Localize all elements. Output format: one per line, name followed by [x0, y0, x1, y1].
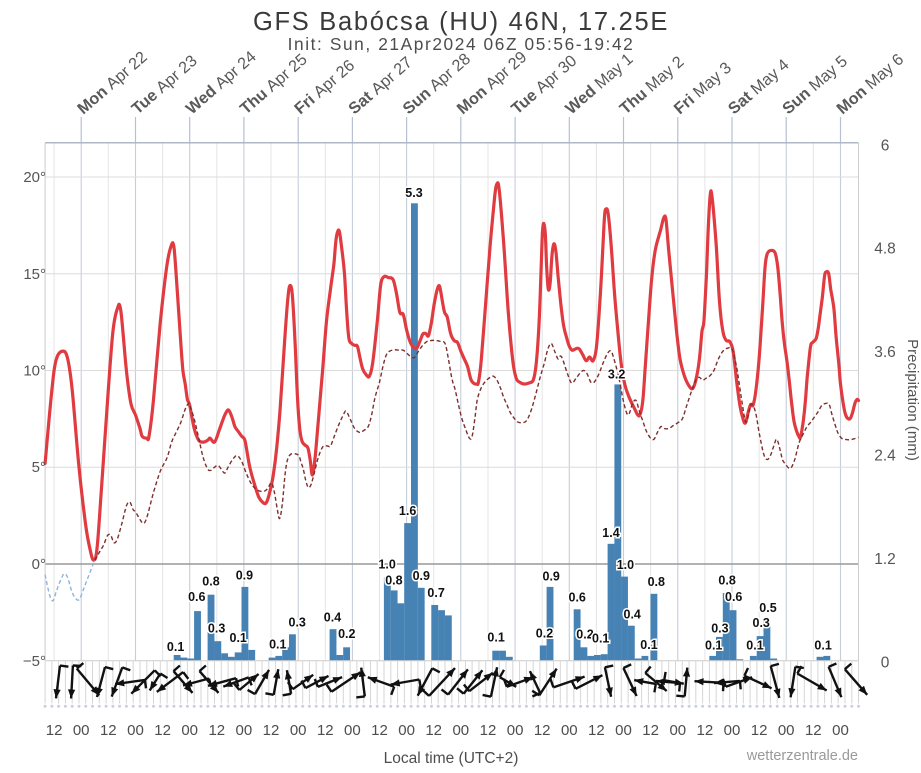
- svg-text:0.1: 0.1: [269, 637, 286, 651]
- svg-text:2.4: 2.4: [874, 448, 896, 465]
- svg-text:0.3: 0.3: [711, 622, 728, 636]
- svg-text:0.9: 0.9: [543, 569, 560, 583]
- svg-text:0.2: 0.2: [536, 626, 553, 640]
- svg-text:0.8: 0.8: [385, 574, 402, 588]
- svg-text:Precipitation (mm): Precipitation (mm): [904, 339, 921, 461]
- svg-text:3.2: 3.2: [608, 367, 625, 381]
- svg-text:5.3: 5.3: [405, 186, 422, 200]
- svg-text:GFS Babócsa (HU) 46N, 17.25E: GFS Babócsa (HU) 46N, 17.25E: [253, 8, 669, 36]
- svg-text:12: 12: [480, 722, 497, 739]
- svg-text:0.1: 0.1: [230, 631, 247, 645]
- svg-text:12: 12: [371, 722, 388, 739]
- svg-text:12: 12: [805, 722, 822, 739]
- svg-text:0.5: 0.5: [759, 601, 776, 615]
- svg-text:00: 00: [127, 722, 144, 739]
- svg-text:0.9: 0.9: [236, 569, 253, 583]
- svg-text:0.4: 0.4: [624, 607, 641, 621]
- svg-text:0°: 0°: [32, 556, 46, 573]
- svg-text:0.8: 0.8: [718, 573, 735, 587]
- svg-text:20°: 20°: [23, 169, 46, 186]
- svg-text:00: 00: [507, 722, 524, 739]
- svg-text:00: 00: [615, 722, 632, 739]
- svg-text:12: 12: [317, 722, 334, 739]
- svg-text:0.1: 0.1: [814, 639, 831, 653]
- svg-text:00: 00: [73, 722, 90, 739]
- svg-text:12: 12: [208, 722, 225, 739]
- svg-text:0.8: 0.8: [202, 575, 219, 589]
- svg-text:0.6: 0.6: [188, 590, 205, 604]
- svg-text:0.2: 0.2: [338, 627, 355, 641]
- svg-text:−5°: −5°: [23, 653, 46, 670]
- svg-text:0.1: 0.1: [640, 638, 657, 652]
- svg-text:1.6: 1.6: [399, 504, 416, 518]
- svg-text:1.0: 1.0: [378, 558, 395, 572]
- svg-text:0.3: 0.3: [289, 615, 306, 629]
- svg-text:12: 12: [263, 722, 280, 739]
- svg-text:0.9: 0.9: [413, 569, 430, 583]
- svg-text:00: 00: [344, 722, 361, 739]
- svg-text:00: 00: [561, 722, 578, 739]
- svg-text:0.6: 0.6: [725, 590, 742, 604]
- svg-text:1.2: 1.2: [874, 551, 896, 568]
- svg-text:12: 12: [425, 722, 442, 739]
- svg-text:00: 00: [290, 722, 307, 739]
- svg-text:00: 00: [452, 722, 469, 739]
- svg-text:4.8: 4.8: [874, 241, 896, 258]
- svg-text:10°: 10°: [23, 363, 46, 380]
- svg-text:00: 00: [724, 722, 741, 739]
- svg-text:0.3: 0.3: [208, 622, 225, 636]
- svg-text:12: 12: [588, 722, 605, 739]
- svg-text:12: 12: [534, 722, 551, 739]
- svg-text:00: 00: [778, 722, 795, 739]
- svg-text:0: 0: [881, 655, 890, 672]
- svg-text:0.2: 0.2: [576, 627, 593, 641]
- svg-text:0.4: 0.4: [324, 610, 341, 624]
- svg-text:0.1: 0.1: [592, 631, 609, 645]
- svg-text:00: 00: [398, 722, 415, 739]
- svg-text:0.8: 0.8: [648, 575, 665, 589]
- svg-text:00: 00: [236, 722, 253, 739]
- svg-text:12: 12: [154, 722, 171, 739]
- svg-text:12: 12: [642, 722, 659, 739]
- svg-text:0.6: 0.6: [569, 590, 586, 604]
- svg-text:00: 00: [181, 722, 198, 739]
- svg-text:6: 6: [881, 137, 890, 154]
- svg-text:12: 12: [751, 722, 768, 739]
- svg-text:12: 12: [46, 722, 63, 739]
- svg-text:00: 00: [832, 722, 849, 739]
- svg-text:Init: Sun, 21Apr2024 06Z 05:56: Init: Sun, 21Apr2024 06Z 05:56-19:42: [288, 34, 635, 54]
- svg-text:5°: 5°: [32, 459, 46, 476]
- svg-text:0.7: 0.7: [427, 586, 444, 600]
- svg-text:0.1: 0.1: [705, 639, 722, 653]
- svg-text:0.3: 0.3: [753, 616, 770, 630]
- svg-text:1.0: 1.0: [617, 558, 634, 572]
- svg-text:0.1: 0.1: [487, 631, 504, 645]
- svg-text:0.1: 0.1: [746, 639, 763, 653]
- svg-text:3.6: 3.6: [874, 344, 896, 361]
- svg-text:wetterzentrale.de: wetterzentrale.de: [746, 748, 858, 764]
- svg-text:1.4: 1.4: [602, 526, 619, 540]
- svg-text:12: 12: [697, 722, 714, 739]
- svg-text:00: 00: [669, 722, 686, 739]
- svg-text:0.1: 0.1: [167, 640, 184, 654]
- svg-text:Local time (UTC+2): Local time (UTC+2): [384, 750, 519, 767]
- svg-text:12: 12: [100, 722, 117, 739]
- svg-text:15°: 15°: [23, 266, 46, 283]
